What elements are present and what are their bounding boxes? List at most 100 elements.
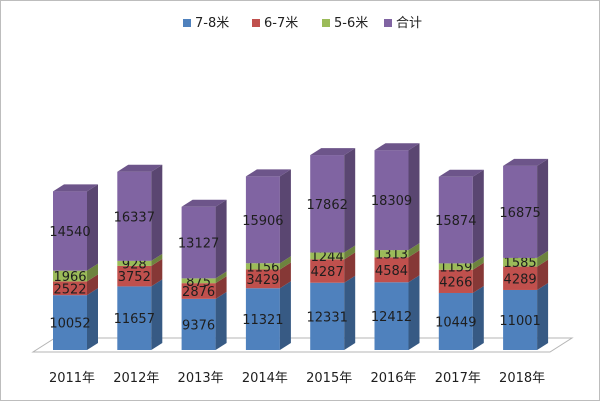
bar-segment: 1966 bbox=[53, 263, 98, 285]
bar-segment: 13127 bbox=[178, 199, 227, 279]
data-label: 2522 bbox=[53, 282, 86, 297]
bar-segment-front bbox=[374, 257, 409, 283]
data-label: 11001 bbox=[499, 314, 540, 329]
bar-segment-side bbox=[344, 252, 356, 283]
bar-segment-front bbox=[374, 282, 409, 350]
bar-segment: 3429 bbox=[245, 262, 291, 289]
bar-segment-side bbox=[472, 285, 484, 350]
data-label: 11321 bbox=[242, 313, 283, 328]
bar-segment-side bbox=[279, 256, 291, 270]
bar-segment-front bbox=[310, 155, 345, 253]
legend-swatch bbox=[183, 19, 191, 27]
bar-segment: 15874 bbox=[435, 169, 484, 264]
bar-segment-front bbox=[245, 269, 280, 289]
x-tick-label: 2018年 bbox=[499, 371, 545, 386]
data-label: 14540 bbox=[49, 225, 90, 240]
bar-segment: 16875 bbox=[499, 158, 549, 258]
legend-item-1: 6-7米 bbox=[252, 16, 298, 31]
data-label: 12412 bbox=[371, 310, 412, 325]
bar-segment-side bbox=[408, 250, 420, 283]
bar-segment-side bbox=[537, 259, 549, 290]
data-label: 4287 bbox=[311, 265, 344, 280]
data-label: 10052 bbox=[49, 317, 90, 332]
bar-segment-front bbox=[503, 257, 538, 267]
x-axis-labels: 2011年 2012年 2013年 2014年 2015年 2016年 2017年 2018年 bbox=[49, 371, 545, 386]
bar-segment-front bbox=[181, 278, 216, 284]
data-label: 3429 bbox=[246, 273, 279, 288]
data-label: 4266 bbox=[439, 275, 472, 290]
bar-segment-front bbox=[438, 269, 473, 293]
data-label: 18309 bbox=[371, 194, 412, 209]
bar-segment-side bbox=[472, 262, 484, 293]
bar-segment: 10449 bbox=[435, 285, 484, 350]
bar-segment: 1585 bbox=[503, 250, 549, 271]
bar-segment-side bbox=[151, 253, 163, 266]
x-tick-label: 2013年 bbox=[178, 371, 224, 386]
bar-segment-front bbox=[117, 286, 152, 350]
bar-segment-front bbox=[181, 298, 216, 350]
data-label: 11657 bbox=[114, 312, 155, 327]
bar-segment-side bbox=[408, 275, 420, 350]
bar-segment-front bbox=[117, 265, 152, 287]
bar-segment: 15906 bbox=[242, 169, 291, 264]
data-label: 15906 bbox=[242, 214, 283, 229]
bar-segment-side bbox=[215, 291, 227, 350]
bar-segment-side bbox=[537, 282, 549, 350]
data-label: 3752 bbox=[118, 270, 151, 285]
bar-segment: 9376 bbox=[181, 291, 227, 350]
bar-top-face bbox=[245, 169, 291, 177]
x-tick-label: 2012年 bbox=[113, 371, 159, 386]
bar-segment-front bbox=[438, 263, 473, 270]
chart-floor bbox=[31, 337, 574, 353]
bar-segment-side bbox=[408, 143, 420, 251]
data-label: 4584 bbox=[375, 264, 408, 279]
bar-segment-side bbox=[344, 275, 356, 350]
bar-segment-side bbox=[537, 158, 549, 258]
data-label: 4289 bbox=[504, 272, 537, 287]
bar-segment-front bbox=[117, 171, 152, 261]
bar-segment-side bbox=[151, 279, 163, 350]
bar-top-face bbox=[181, 199, 227, 207]
x-tick-label: 2017年 bbox=[435, 371, 481, 386]
chart-legend: 7-8米 6-7米 5-6米 合计 bbox=[183, 16, 422, 31]
bar-segment-side bbox=[151, 258, 163, 287]
bar-segment: 1313 bbox=[374, 243, 420, 263]
bar-segment-side bbox=[87, 288, 98, 350]
bar-segment-front bbox=[53, 270, 87, 282]
bar-segment-front bbox=[438, 292, 473, 350]
bar-segment: 4266 bbox=[438, 262, 484, 293]
bar-segment-side bbox=[279, 281, 291, 350]
bar-segment-front bbox=[310, 252, 345, 260]
legend-swatch bbox=[384, 19, 392, 27]
data-label: 1244 bbox=[311, 250, 344, 265]
legend-swatch bbox=[252, 19, 260, 27]
legend-label: 7-8米 bbox=[195, 16, 229, 31]
bar-segment: 16337 bbox=[114, 164, 163, 261]
bar-top-face bbox=[53, 184, 98, 192]
bar-segment-side bbox=[279, 262, 291, 289]
bar-segment-front bbox=[53, 191, 87, 271]
bar-top-face bbox=[310, 148, 356, 156]
bar-segment: 1156 bbox=[245, 256, 291, 275]
bar-segment-side bbox=[87, 263, 98, 282]
bar-segment: 12412 bbox=[371, 275, 420, 350]
bar-segment: 4289 bbox=[503, 259, 549, 290]
legend-label: 合计 bbox=[396, 16, 422, 31]
bar-segment: 17862 bbox=[307, 148, 356, 253]
legend-item-2: 5-6米 bbox=[322, 16, 368, 31]
data-label: 16337 bbox=[114, 210, 155, 225]
bar-segment-side bbox=[408, 243, 420, 258]
x-tick-label: 2015年 bbox=[306, 371, 352, 386]
bar-segment: 12331 bbox=[307, 275, 356, 350]
bar-segment-side bbox=[215, 271, 227, 284]
data-label: 12331 bbox=[307, 310, 348, 325]
bar-top-face bbox=[117, 164, 163, 172]
data-label: 13127 bbox=[178, 237, 219, 252]
bar-segment-front bbox=[503, 289, 538, 350]
